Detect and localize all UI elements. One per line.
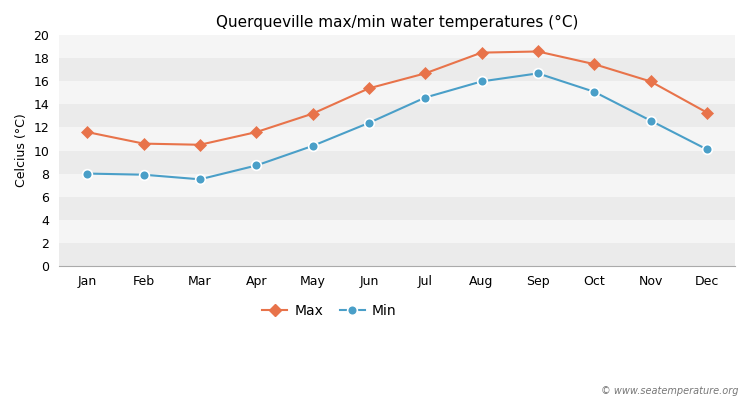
Bar: [59, 243, 735, 266]
Title: Querqueville max/min water temperatures (°C): Querqueville max/min water temperatures …: [216, 15, 578, 30]
Max: [252, 130, 261, 134]
Min: [477, 79, 486, 84]
Max: [421, 71, 430, 76]
Bar: [59, 196, 735, 220]
Bar: [59, 220, 735, 243]
Max: [196, 142, 205, 147]
Max: [308, 111, 317, 116]
Max: [533, 49, 542, 54]
Max: [590, 62, 598, 66]
Bar: [59, 128, 735, 150]
Max: [702, 110, 711, 115]
Bar: [59, 174, 735, 196]
Legend: Max, Min: Max, Min: [257, 298, 402, 323]
Line: Max: Max: [83, 47, 711, 149]
Min: [196, 177, 205, 182]
Min: [308, 144, 317, 148]
Bar: [59, 35, 735, 58]
Min: [702, 147, 711, 152]
Min: [646, 118, 655, 123]
Min: [533, 71, 542, 76]
Min: [140, 172, 148, 177]
Y-axis label: Celcius (°C): Celcius (°C): [15, 114, 28, 188]
Min: [364, 120, 374, 125]
Text: © www.seatemperature.org: © www.seatemperature.org: [602, 386, 739, 396]
Min: [252, 163, 261, 168]
Max: [140, 141, 148, 146]
Max: [364, 86, 374, 91]
Min: [590, 89, 598, 94]
Min: [421, 95, 430, 100]
Max: [477, 50, 486, 55]
Min: [82, 171, 92, 176]
Bar: [59, 82, 735, 104]
Bar: [59, 150, 735, 174]
Max: [646, 79, 655, 84]
Line: Min: Min: [82, 68, 712, 184]
Bar: [59, 104, 735, 128]
Max: [82, 130, 92, 134]
Bar: [59, 58, 735, 82]
